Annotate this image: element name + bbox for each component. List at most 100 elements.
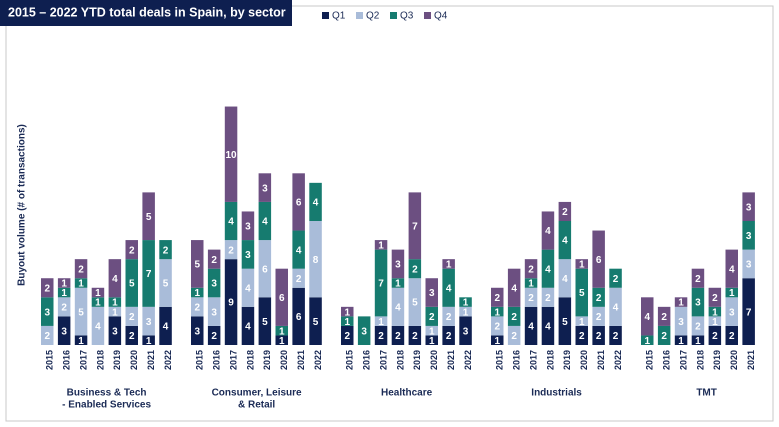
x-tick-label: 2021: [596, 350, 606, 370]
bar-segment: [159, 259, 172, 307]
value-label: 7: [146, 269, 152, 280]
value-label: 2: [596, 293, 602, 304]
bar-segment: [592, 306, 605, 326]
x-tick-label: 2017: [378, 350, 388, 370]
value-label: 1: [78, 336, 84, 347]
value-label: 3: [211, 279, 217, 290]
bar-segment: [224, 240, 238, 260]
bar-segment: [641, 297, 654, 336]
bar-segment: [125, 259, 138, 307]
bar-segment: [309, 221, 322, 298]
value-label: 5: [562, 317, 568, 328]
bar-segment: [725, 297, 738, 326]
value-label: 3: [361, 326, 367, 337]
bar-segment: [191, 297, 204, 317]
value-label: 5: [129, 279, 135, 290]
x-tick-label: 2021: [446, 350, 456, 370]
legend-label: Q1: [332, 11, 346, 22]
value-label: 2: [129, 312, 135, 323]
bar-segment: [207, 297, 221, 326]
value-label: 1: [729, 288, 735, 299]
value-label: 2: [78, 264, 84, 275]
bar-segment: [241, 268, 255, 307]
value-label: 1: [463, 307, 469, 318]
value-label: 3: [678, 317, 684, 328]
bar-segment: [657, 325, 671, 345]
value-label: 2: [729, 331, 735, 342]
bar-segment: [108, 297, 122, 307]
bar-segment: [558, 221, 572, 260]
x-tick-label: 2017: [528, 350, 538, 370]
x-tick-label: 2015: [495, 350, 505, 370]
value-label: 3: [44, 307, 50, 318]
x-tick-label: 2020: [579, 350, 589, 370]
bar-segment: [191, 240, 204, 288]
value-label: 4: [729, 264, 735, 275]
value-label: 5: [194, 260, 200, 271]
value-label: 1: [395, 279, 401, 290]
value-label: 2: [562, 207, 568, 218]
bar-segment: [725, 325, 738, 345]
bar-segment: [541, 211, 555, 250]
x-tick-label: 2017: [228, 350, 238, 370]
bar-segment: [125, 306, 138, 326]
value-label: 1: [579, 260, 585, 271]
x-tick-label: 2016: [62, 350, 72, 370]
value-label: 2: [194, 302, 200, 313]
x-tick-label: 2015: [345, 350, 355, 370]
value-label: 5: [579, 288, 585, 299]
bar-segment: [674, 297, 688, 307]
bar-segment: [507, 268, 521, 307]
bar-segment: [74, 287, 88, 336]
bar-segment: [408, 325, 422, 345]
value-label: 1: [494, 336, 500, 347]
value-label: 1: [644, 336, 650, 347]
bar-segment: [391, 287, 405, 326]
value-label: 3: [463, 326, 469, 337]
group-label: & Retail: [238, 400, 275, 411]
bar-segment: [425, 278, 438, 307]
bar-segment: [374, 325, 388, 345]
value-label: 5: [412, 298, 418, 309]
x-tick-label: 2020: [129, 350, 139, 370]
bar-segment: [241, 211, 255, 241]
bar-segment: [725, 287, 738, 298]
x-tick-label: 2019: [262, 350, 272, 370]
bar-segment: [442, 259, 455, 269]
bar-segment: [142, 240, 155, 307]
value-label: 10: [225, 150, 237, 161]
bar-segment: [742, 192, 755, 221]
value-label: 2: [511, 331, 517, 342]
bar-segment: [609, 287, 622, 326]
x-tick-label: 2018: [695, 350, 705, 370]
x-tick-label: 2015: [45, 350, 55, 370]
bar-segment: [541, 287, 555, 307]
x-tick-label: 2019: [112, 350, 122, 370]
bar-segment: [142, 306, 155, 336]
value-label: 4: [562, 236, 568, 247]
value-label: 2: [378, 331, 384, 342]
bar-segment: [609, 325, 622, 345]
x-tick-label: 2018: [245, 350, 255, 370]
legend-label: Q2: [366, 11, 380, 22]
value-label: 2: [44, 283, 50, 294]
bar-segment: [491, 335, 504, 345]
value-label: 1: [194, 288, 200, 299]
value-label: 7: [378, 279, 384, 290]
value-label: 2: [528, 264, 534, 275]
bar-segment: [57, 278, 71, 288]
group-label: - Enabled Services: [62, 400, 151, 411]
value-label: 6: [296, 312, 302, 323]
bar-segment: [374, 249, 388, 317]
value-label: 3: [746, 260, 752, 271]
value-label: 1: [344, 317, 350, 328]
value-label: 2: [446, 312, 452, 323]
value-label: 3: [112, 326, 118, 337]
bar-segment: [224, 106, 238, 202]
bar-segment: [442, 325, 455, 345]
value-label: 2: [228, 245, 234, 256]
bar-segment: [691, 335, 705, 345]
bar-segment: [708, 287, 722, 307]
x-tick-label: 2019: [712, 350, 722, 370]
value-label: 1: [579, 317, 585, 328]
